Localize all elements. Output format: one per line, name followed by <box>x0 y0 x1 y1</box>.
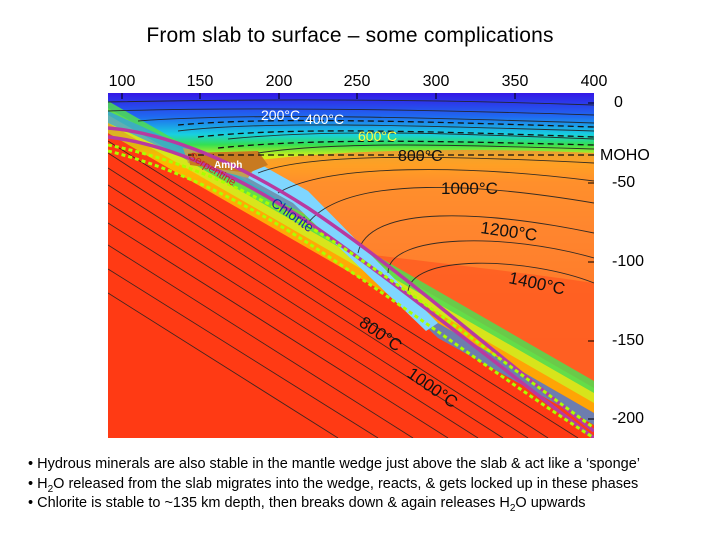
y-tick-minus-50: -50 <box>612 174 636 191</box>
slide-title: From slab to surface – some complication… <box>146 24 554 47</box>
bullet-2-sub: 2 <box>47 483 54 495</box>
x-tick-250: 250 <box>343 73 371 90</box>
bullet-2-post: O released from the slab migrates into t… <box>53 475 639 492</box>
y-tick-minus-150: -150 <box>612 332 645 349</box>
bullet-1: • Hydrous minerals are also stable in th… <box>28 455 708 475</box>
x-tick-200: 200 <box>265 73 293 90</box>
x-tick-350: 350 <box>501 73 529 90</box>
bullet-3: • Chlorite is stable to ~135 km depth, t… <box>28 494 708 514</box>
thermal-model-plot: 200°C 400°C 600°C 800°C 1000°C 1200°C 14… <box>108 93 594 438</box>
bullet-2: • H2O released from the slab migrates in… <box>28 475 708 495</box>
y-tick-minus-200: -200 <box>612 410 645 427</box>
label-600c: 600°C <box>358 128 397 144</box>
bullet-3-sub: 2 <box>509 502 516 514</box>
bullet-list: • Hydrous minerals are also stable in th… <box>28 455 708 514</box>
bullet-2-pre: • H <box>28 475 48 492</box>
x-tick-100: 100 <box>108 73 136 90</box>
bullet-3-post: O upwards <box>515 495 586 511</box>
label-400c: 400°C <box>305 111 344 127</box>
x-tick-400: 400 <box>580 73 608 90</box>
y-tick-minus-100: -100 <box>612 253 645 270</box>
label-amph: Amph <box>214 160 242 171</box>
label-1000c-top: 1000°C <box>441 179 498 198</box>
y-tick-moho: MOHO <box>600 147 650 164</box>
label-800c-top: 800°C <box>398 148 443 165</box>
bullet-1-text: • Hydrous minerals are also stable in th… <box>28 456 640 472</box>
x-tick-150: 150 <box>186 73 214 90</box>
bullet-3-pre: • Chlorite is stable to ~135 km depth, t… <box>28 495 510 511</box>
label-200c: 200°C <box>261 107 300 123</box>
y-tick-0: 0 <box>614 94 623 111</box>
x-tick-300: 300 <box>422 73 450 90</box>
